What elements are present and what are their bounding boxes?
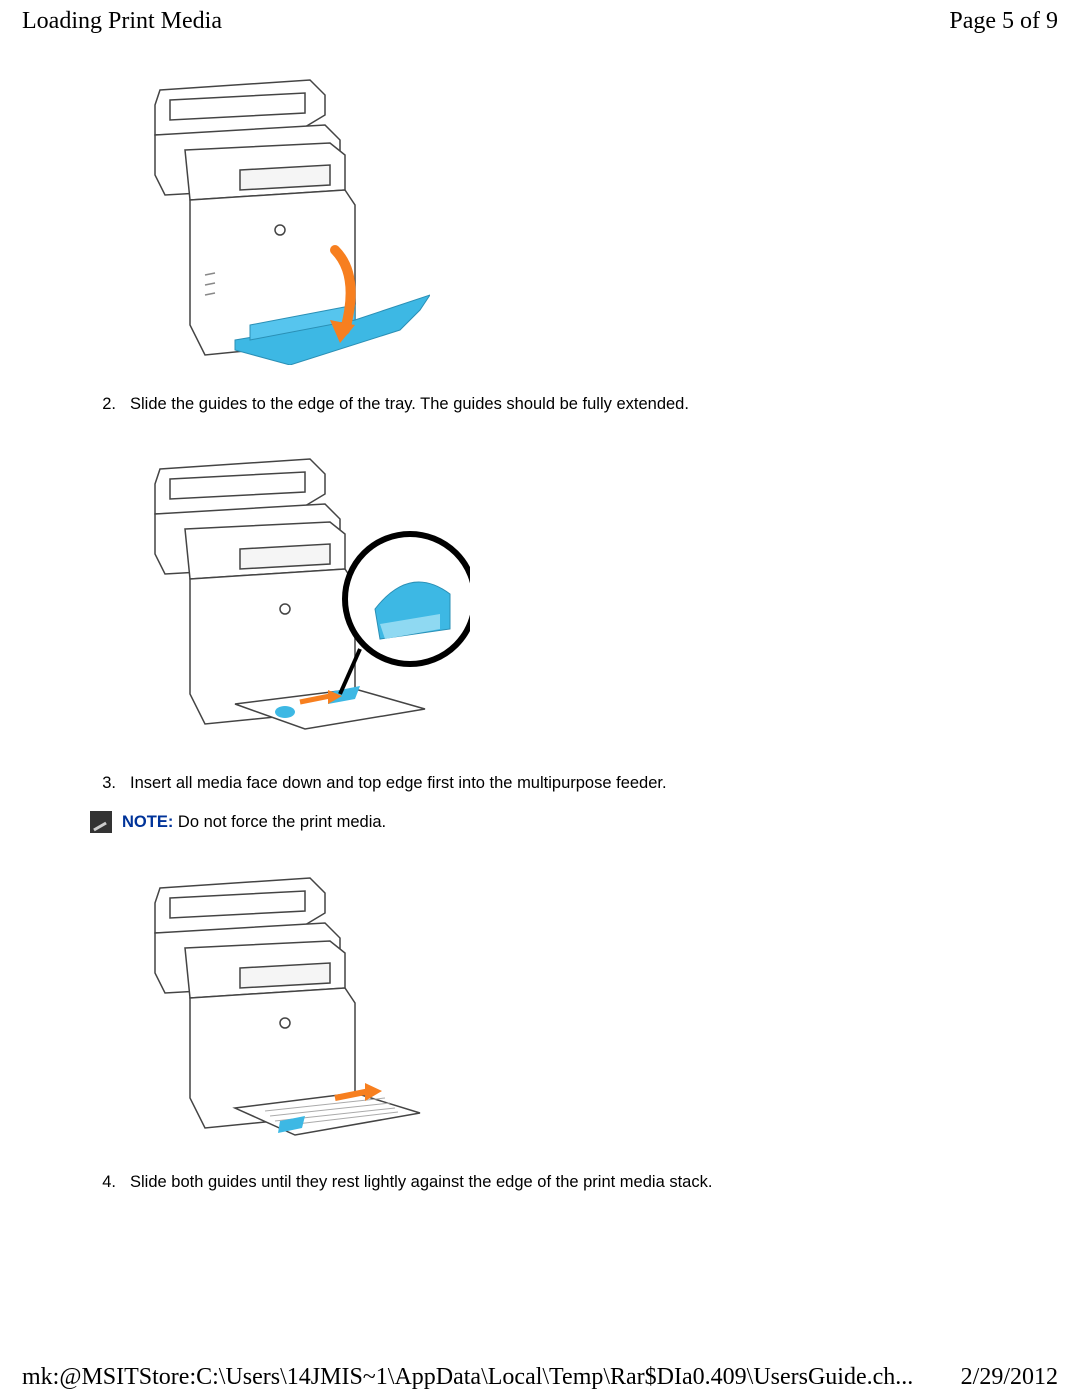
note: NOTE: Do not force the print media.	[90, 811, 990, 833]
footer-path: mk:@MSITStore:C:\Users\14JMIS~1\AppData\…	[22, 1364, 913, 1391]
step-4-num: 4.	[90, 1173, 130, 1192]
step-2-num: 2.	[90, 395, 130, 414]
figure-3	[130, 873, 990, 1143]
note-text: Do not force the print media.	[173, 813, 386, 831]
step-3: 3. Insert all media face down and top ed…	[90, 774, 990, 793]
step-4: 4. Slide both guides until they rest lig…	[90, 1173, 990, 1192]
figure-1	[130, 75, 990, 365]
footer-date: 2/29/2012	[961, 1364, 1058, 1391]
note-label: NOTE:	[122, 813, 173, 831]
step-3-num: 3.	[90, 774, 130, 793]
step-2-text: Slide the guides to the edge of the tray…	[130, 395, 990, 414]
step-2: 2. Slide the guides to the edge of the t…	[90, 395, 990, 414]
step-4-text: Slide both guides until they rest lightl…	[130, 1173, 990, 1192]
step-3-text: Insert all media face down and top edge …	[130, 774, 990, 793]
page-indicator: Page 5 of 9	[949, 8, 1058, 35]
figure-2	[130, 454, 990, 744]
note-icon	[90, 811, 112, 833]
doc-title: Loading Print Media	[22, 8, 222, 35]
